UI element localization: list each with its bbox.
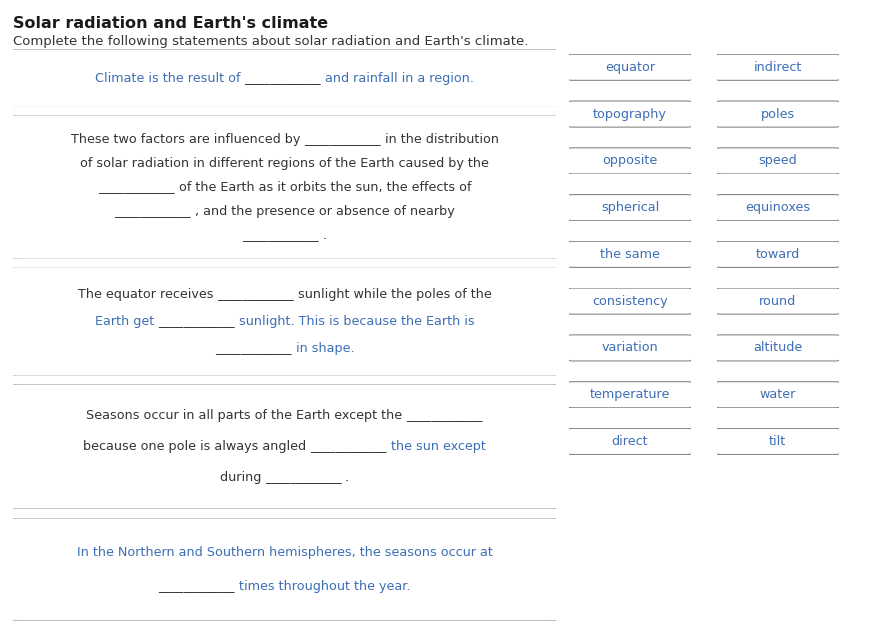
Text: ____________: ____________ (98, 181, 175, 193)
Text: Climate is the result of: Climate is the result of (95, 72, 244, 85)
FancyBboxPatch shape (716, 54, 839, 80)
FancyBboxPatch shape (568, 382, 692, 408)
Text: the sun except: the sun except (387, 440, 486, 453)
Text: The equator receives: The equator receives (77, 288, 217, 301)
Text: tilt: tilt (769, 435, 786, 448)
FancyBboxPatch shape (568, 288, 692, 314)
FancyBboxPatch shape (716, 335, 839, 361)
Text: Earth get: Earth get (95, 315, 158, 328)
FancyBboxPatch shape (8, 518, 561, 621)
Text: sunlight. This is because the Earth is: sunlight. This is because the Earth is (235, 315, 474, 328)
FancyBboxPatch shape (716, 148, 839, 174)
FancyBboxPatch shape (568, 54, 692, 80)
FancyBboxPatch shape (8, 115, 561, 259)
Text: toward: toward (756, 248, 799, 261)
Text: times throughout the year.: times throughout the year. (235, 580, 410, 593)
Text: , and the presence or absence of nearby: , and the presence or absence of nearby (191, 205, 454, 217)
Text: opposite: opposite (602, 154, 658, 167)
Text: ____________: ____________ (242, 229, 319, 241)
FancyBboxPatch shape (716, 241, 839, 267)
FancyBboxPatch shape (716, 101, 839, 127)
Text: water: water (760, 388, 796, 401)
Text: ____________: ____________ (244, 72, 322, 85)
Text: topography: topography (593, 107, 667, 121)
FancyBboxPatch shape (716, 382, 839, 408)
Text: ____________: ____________ (115, 205, 191, 217)
FancyBboxPatch shape (568, 335, 692, 361)
Text: in the distribution: in the distribution (381, 133, 499, 145)
FancyBboxPatch shape (8, 49, 561, 107)
FancyBboxPatch shape (716, 428, 839, 454)
Text: These two factors are influenced by: These two factors are influenced by (70, 133, 304, 145)
FancyBboxPatch shape (568, 148, 692, 174)
Text: ____________: ____________ (310, 440, 387, 453)
Text: the same: the same (600, 248, 660, 261)
Text: ____________: ____________ (265, 471, 342, 484)
FancyBboxPatch shape (8, 384, 561, 509)
Text: In the Northern and Southern hemispheres, the seasons occur at: In the Northern and Southern hemispheres… (76, 546, 493, 559)
Text: spherical: spherical (600, 201, 660, 214)
Text: equinoxes: equinoxes (746, 201, 810, 214)
Text: poles: poles (760, 107, 795, 121)
Text: sunlight while the poles of the: sunlight while the poles of the (294, 288, 492, 301)
Text: consistency: consistency (592, 295, 668, 308)
FancyBboxPatch shape (568, 428, 692, 454)
FancyBboxPatch shape (716, 288, 839, 314)
Text: because one pole is always angled: because one pole is always angled (83, 440, 310, 453)
FancyBboxPatch shape (568, 195, 692, 221)
Text: ____________: ____________ (158, 315, 235, 328)
Text: ____________: ____________ (159, 580, 235, 593)
Text: variation: variation (601, 341, 659, 355)
FancyBboxPatch shape (716, 195, 839, 221)
FancyBboxPatch shape (568, 241, 692, 267)
Text: Seasons occur in all parts of the Earth except the: Seasons occur in all parts of the Earth … (86, 409, 407, 422)
Text: of the Earth as it orbits the sun, the effects of: of the Earth as it orbits the sun, the e… (175, 181, 471, 193)
Text: round: round (760, 295, 796, 308)
Text: ____________: ____________ (215, 342, 291, 355)
Text: in shape.: in shape. (291, 342, 355, 355)
FancyBboxPatch shape (568, 101, 692, 127)
Text: Complete the following statements about solar radiation and Earth's climate.: Complete the following statements about … (13, 35, 528, 48)
FancyBboxPatch shape (8, 267, 561, 376)
Text: of solar radiation in different regions of the Earth caused by the: of solar radiation in different regions … (80, 157, 489, 169)
Text: temperature: temperature (590, 388, 670, 401)
Text: ____________: ____________ (407, 409, 483, 422)
Text: altitude: altitude (753, 341, 802, 355)
Text: equator: equator (605, 61, 655, 74)
Text: Solar radiation and Earth's climate: Solar radiation and Earth's climate (13, 16, 328, 31)
Text: speed: speed (759, 154, 797, 167)
Text: and rainfall in a region.: and rainfall in a region. (322, 72, 474, 85)
Text: ____________: ____________ (304, 133, 381, 145)
Text: ____________: ____________ (217, 288, 294, 301)
Text: direct: direct (612, 435, 648, 448)
Text: .: . (319, 229, 327, 241)
Text: .: . (342, 471, 349, 484)
Text: indirect: indirect (753, 61, 802, 74)
Text: during: during (220, 471, 265, 484)
